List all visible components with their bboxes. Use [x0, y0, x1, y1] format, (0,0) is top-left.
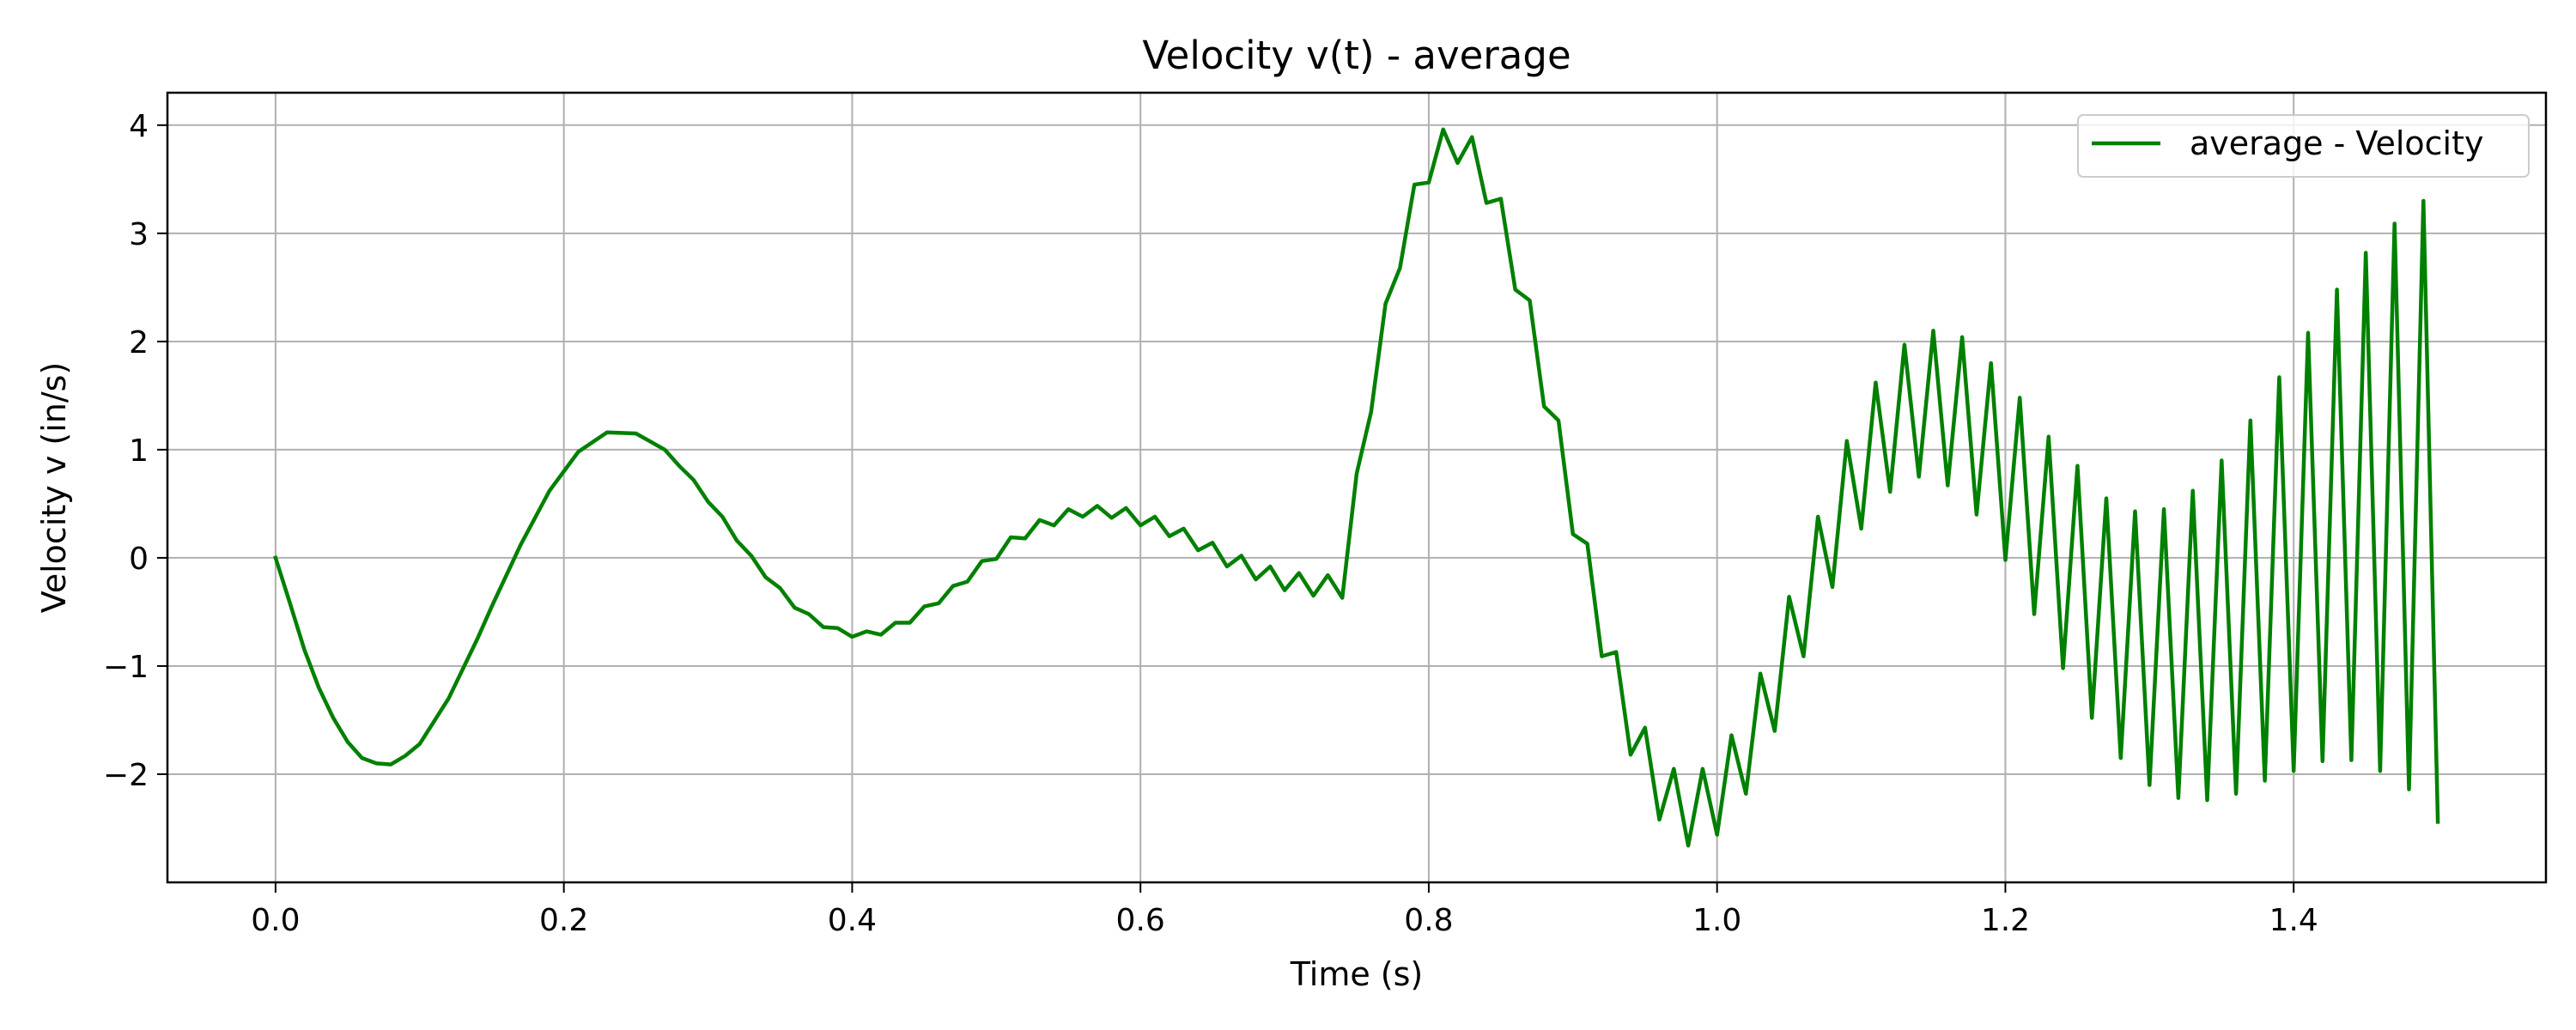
legend-box [2077, 114, 2530, 178]
x-axis-label: Time (s) [1290, 955, 1424, 993]
legend: average - Velocity [2077, 114, 2530, 178]
y-tick-label: 3 [129, 217, 149, 252]
series-line-average-velocity [273, 127, 2440, 848]
x-tick-label: 0.4 [828, 903, 877, 938]
x-tick-label: 0.0 [251, 903, 300, 938]
y-tick-label: −2 [103, 758, 149, 793]
grid [167, 93, 2546, 882]
x-tick-label: 1.2 [1981, 903, 2030, 938]
x-tick-label: 0.2 [539, 903, 588, 938]
x-tick-label: 0.6 [1116, 903, 1165, 938]
series-layer [273, 127, 2440, 848]
y-tick-label: 1 [129, 433, 149, 469]
x-tick-label: 0.8 [1404, 903, 1453, 938]
y-tick-label: 2 [129, 325, 149, 360]
legend-entry-label: average - Velocity [2190, 124, 2484, 162]
plot-area-frame [166, 91, 2548, 884]
x-tick-label: 1.0 [1692, 903, 1741, 938]
y-tick-label: 0 [129, 542, 149, 577]
x-tick-label: 1.4 [2269, 903, 2318, 938]
y-tick-label: 4 [129, 109, 149, 144]
y-tick-label: −1 [103, 650, 149, 685]
chart-title: Velocity v(t) - average [1142, 33, 1571, 78]
y-axis-label: Velocity v (in/s) [35, 362, 73, 614]
ticks: 0.0 0.2 0.4 0.6 0.8 1.0 1.2 1.4 4 3 2 1 0 −1 −2 [103, 109, 2318, 938]
